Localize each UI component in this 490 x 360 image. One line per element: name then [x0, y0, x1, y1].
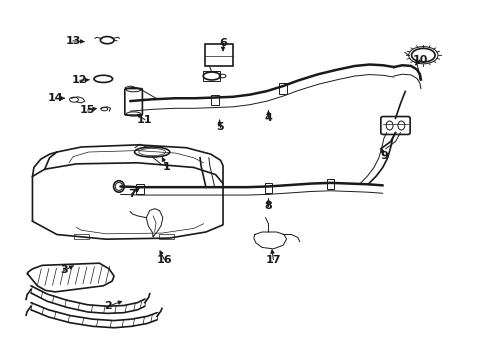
Text: 14: 14 [48, 93, 63, 103]
Text: 9: 9 [380, 150, 388, 161]
Text: 17: 17 [266, 255, 281, 265]
Text: 13: 13 [65, 36, 81, 46]
Bar [265, 183, 272, 193]
Bar [205, 44, 233, 66]
Bar [211, 95, 219, 105]
Text: 7: 7 [128, 189, 136, 199]
Text: 4: 4 [265, 113, 272, 123]
Text: 5: 5 [216, 122, 223, 132]
Text: 6: 6 [219, 38, 227, 48]
Bar [136, 184, 144, 194]
Bar [74, 234, 89, 239]
Bar [327, 179, 334, 189]
Text: 15: 15 [80, 105, 96, 115]
Bar [203, 71, 220, 81]
Text: 2: 2 [104, 301, 112, 311]
Text: 12: 12 [72, 75, 88, 85]
Text: 11: 11 [137, 115, 152, 125]
Text: 8: 8 [265, 201, 272, 211]
Text: 1: 1 [163, 162, 171, 172]
Bar [159, 234, 174, 239]
Text: 3: 3 [60, 265, 68, 275]
Text: 16: 16 [157, 255, 172, 265]
Text: 10: 10 [412, 55, 428, 65]
Bar [279, 83, 287, 94]
